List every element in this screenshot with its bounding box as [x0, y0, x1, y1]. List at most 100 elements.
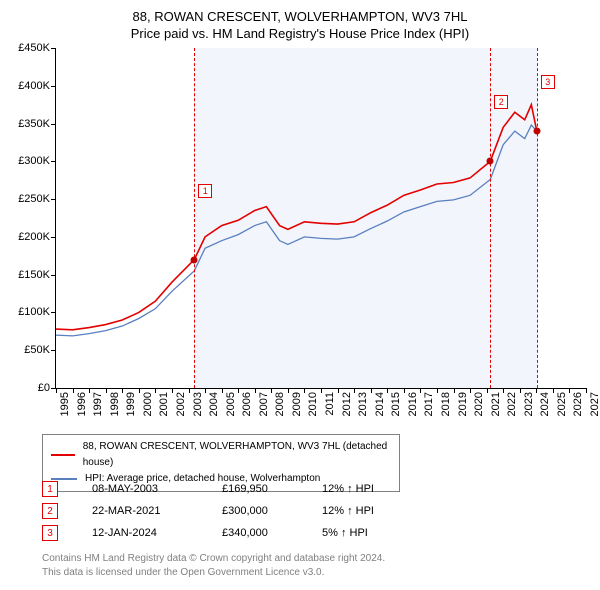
x-tick [569, 388, 570, 393]
x-axis-label: 2014 [374, 392, 386, 416]
x-tick [89, 388, 90, 393]
x-axis-label: 2003 [192, 392, 204, 416]
x-tick [503, 388, 504, 393]
x-tick [304, 388, 305, 393]
footnote: Contains HM Land Registry data © Crown c… [42, 552, 385, 580]
plot-area: 1 2 3 [55, 48, 586, 389]
x-axis-label: 2009 [291, 392, 303, 416]
x-axis-label: 2007 [258, 392, 270, 416]
x-tick [454, 388, 455, 393]
legend-label: 88, ROWAN CRESCENT, WOLVERHAMPTON, WV3 7… [83, 439, 391, 471]
y-axis-label: £200K [8, 231, 50, 243]
marker-table-row: 222-MAR-2021£300,00012% ↑ HPI [42, 500, 412, 522]
y-axis-label: £250K [8, 193, 50, 205]
marker-line-3 [537, 48, 538, 388]
x-axis-label: 2004 [208, 392, 220, 416]
x-tick [106, 388, 107, 393]
x-tick [387, 388, 388, 393]
footnote-line-1: Contains HM Land Registry data © Crown c… [42, 552, 385, 566]
x-axis-label: 2026 [572, 392, 584, 416]
marker-table-badge: 1 [42, 481, 58, 497]
x-tick [139, 388, 140, 393]
x-axis-label: 2016 [407, 392, 419, 416]
y-tick [51, 161, 56, 162]
x-tick [238, 388, 239, 393]
y-tick [51, 237, 56, 238]
chart-subtitle: Price paid vs. HM Land Registry's House … [0, 26, 600, 45]
marker-badge-1: 1 [198, 184, 212, 198]
x-axis-label: 2002 [175, 392, 187, 416]
marker-line-2 [490, 48, 491, 388]
x-axis-label: 2013 [357, 392, 369, 416]
marker-dot-3 [533, 128, 540, 135]
x-axis-label: 2005 [225, 392, 237, 416]
x-tick [520, 388, 521, 393]
y-tick [51, 48, 56, 49]
marker-table: 1 08-MAY-2003£169,95012% ↑ HPI 222-MAR-202… [42, 478, 412, 544]
x-tick [321, 388, 322, 393]
marker-badge-3: 3 [541, 75, 555, 89]
x-tick [73, 388, 74, 393]
x-axis-label: 2020 [473, 392, 485, 416]
chart-title: 88, ROWAN CRESCENT, WOLVERHAMPTON, WV3 7… [0, 0, 600, 26]
x-tick [155, 388, 156, 393]
x-tick [437, 388, 438, 393]
x-tick [586, 388, 587, 393]
x-axis-label: 1996 [76, 392, 88, 416]
x-axis-label: 2012 [341, 392, 353, 416]
y-tick [51, 275, 56, 276]
marker-table-date: 08-MAY-2003 [92, 483, 222, 495]
marker-table-price: £300,000 [222, 505, 322, 517]
marker-table-price: £169,950 [222, 483, 322, 495]
marker-table-date: 22-MAR-2021 [92, 505, 222, 517]
x-axis-label: 2017 [423, 392, 435, 416]
marker-dot-1 [191, 256, 198, 263]
x-axis-label: 2010 [307, 392, 319, 416]
marker-table-pct: 12% ↑ HPI [322, 483, 412, 495]
y-axis-label: £0 [8, 382, 50, 394]
y-axis-label: £50K [8, 344, 50, 356]
marker-table-price: £340,000 [222, 527, 322, 539]
marker-badge-2: 2 [494, 95, 508, 109]
x-axis-label: 2015 [390, 392, 402, 416]
x-axis-label: 2001 [158, 392, 170, 416]
marker-table-date: 12-JAN-2024 [92, 527, 222, 539]
x-tick [172, 388, 173, 393]
x-tick [553, 388, 554, 393]
x-tick [288, 388, 289, 393]
y-axis-label: £300K [8, 155, 50, 167]
footnote-line-2: This data is licensed under the Open Gov… [42, 566, 385, 580]
x-axis-label: 2021 [490, 392, 502, 416]
marker-table-pct: 5% ↑ HPI [322, 527, 412, 539]
x-axis-label: 2006 [241, 392, 253, 416]
y-tick [51, 124, 56, 125]
y-tick [51, 312, 56, 313]
x-axis-label: 2024 [539, 392, 551, 416]
x-axis-label: 2000 [142, 392, 154, 416]
marker-line-1 [194, 48, 195, 388]
x-axis-label: 2023 [523, 392, 535, 416]
x-axis-label: 1995 [59, 392, 71, 416]
x-tick [536, 388, 537, 393]
marker-table-row: 3 12-JAN-2024£340,0005% ↑ HPI [42, 522, 412, 544]
marker-table-badge: 3 [42, 525, 58, 541]
x-axis-label: 2018 [440, 392, 452, 416]
x-tick [189, 388, 190, 393]
x-tick [255, 388, 256, 393]
y-axis-label: £350K [8, 118, 50, 130]
series-hpi [56, 125, 537, 336]
legend-swatch [51, 454, 75, 456]
x-tick [404, 388, 405, 393]
x-axis-label: 2022 [506, 392, 518, 416]
x-axis-label: 2027 [589, 392, 600, 416]
x-axis-label: 1997 [92, 392, 104, 416]
x-tick [205, 388, 206, 393]
x-axis-label: 2025 [556, 392, 568, 416]
y-axis-label: £450K [8, 42, 50, 54]
y-axis-label: £400K [8, 80, 50, 92]
x-tick [354, 388, 355, 393]
x-tick [487, 388, 488, 393]
x-tick [470, 388, 471, 393]
x-axis-label: 1998 [109, 392, 121, 416]
y-tick [51, 350, 56, 351]
